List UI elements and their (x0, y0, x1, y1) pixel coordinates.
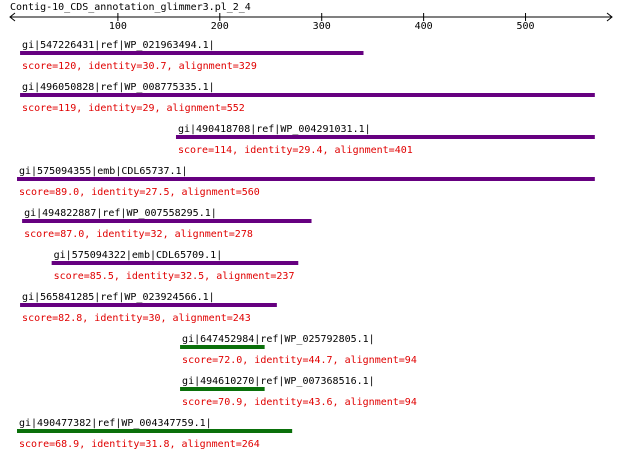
feature-label: gi|647452984|ref|WP_025792805.1| (182, 334, 375, 345)
x-tick-label: 400 (415, 21, 433, 32)
x-tick-label: 200 (211, 21, 229, 32)
feature-label: gi|494610270|ref|WP_007368516.1| (182, 376, 375, 387)
feature-bar (20, 93, 595, 97)
feature-note: score=85.5, identity=32.5, alignment=237 (54, 271, 295, 282)
feature-note: score=89.0, identity=27.5, alignment=560 (19, 187, 260, 198)
feature-label: gi|490418708|ref|WP_004291031.1| (178, 124, 371, 135)
feature-note: score=68.9, identity=31.8, alignment=264 (19, 439, 260, 450)
feature-bar (20, 303, 277, 307)
feature-note: score=114, identity=29.4, alignment=401 (178, 145, 413, 156)
feature-bar (17, 429, 293, 433)
axis-arrow (9, 12, 613, 22)
feature-label: gi|547226431|ref|WP_021963494.1| (22, 40, 215, 51)
feature-bar (17, 177, 595, 181)
feature-label: gi|494822887|ref|WP_007558295.1| (24, 208, 217, 219)
feature-label: gi|565841285|ref|WP_023924566.1| (22, 292, 215, 303)
x-tick-label: 100 (109, 21, 127, 32)
feature-label: gi|496050828|ref|WP_008775335.1| (22, 82, 215, 93)
feature-bar (20, 51, 364, 55)
feature-bar (175, 135, 595, 139)
feature-label: gi|575094322|emb|CDL65709.1| (54, 250, 223, 261)
feature-note: score=70.9, identity=43.6, alignment=94 (182, 397, 417, 408)
x-tick-label: 500 (516, 21, 534, 32)
feature-note: score=87.0, identity=32, alignment=278 (24, 229, 253, 240)
feature-bar (180, 387, 265, 391)
feature-bar (51, 261, 299, 265)
feature-note: score=120, identity=30.7, alignment=329 (22, 61, 257, 72)
feature-note: score=82.8, identity=30, alignment=243 (22, 313, 251, 324)
feature-label: gi|575094355|emb|CDL65737.1| (19, 166, 188, 177)
chart-title: Contig-10_CDS_annotation_glimmer3.pl_2_4 (10, 2, 251, 13)
feature-label: gi|490477382|ref|WP_004347759.1| (19, 418, 212, 429)
feature-note: score=119, identity=29, alignment=552 (22, 103, 245, 114)
feature-bar (22, 219, 312, 223)
feature-note: score=72.0, identity=44.7, alignment=94 (182, 355, 417, 366)
feature-bar (180, 345, 265, 349)
x-tick-label: 300 (313, 21, 331, 32)
